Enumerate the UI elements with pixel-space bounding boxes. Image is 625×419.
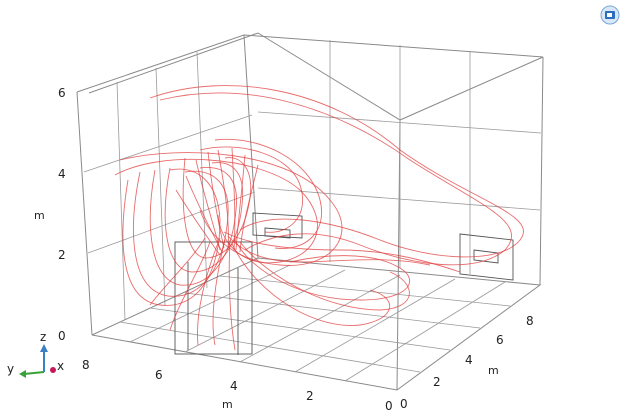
triad-x-label: x: [57, 359, 64, 373]
view-icon: [600, 5, 620, 25]
x-tick: 4: [230, 379, 238, 393]
z-tick: 0: [58, 329, 66, 343]
room-geometry: [174, 212, 514, 355]
x-tick: 6: [155, 368, 163, 382]
x-axis: 8 6 4 2 0 m: [82, 358, 393, 413]
y-axis-label: m: [488, 364, 499, 377]
z-axis: 6 4 2 0 m: [34, 86, 66, 343]
y-tick: 8: [526, 314, 534, 328]
streamlines: [114, 85, 524, 351]
y-tick: 4: [465, 353, 473, 367]
y-axis: 0 2 4 6 8 m: [400, 314, 534, 411]
y-tick: 0: [400, 397, 408, 411]
triad-y-label: y: [7, 362, 14, 376]
y-tick: 6: [496, 333, 504, 347]
triad-z-label: z: [40, 330, 46, 344]
plot-frame: [76, 32, 544, 391]
x-tick: 8: [82, 358, 90, 372]
z-tick: 4: [58, 167, 66, 181]
z-tick: 2: [58, 248, 66, 262]
y-tick: 2: [433, 375, 441, 389]
orientation-triad: z y x: [7, 330, 64, 378]
z-tick: 6: [58, 86, 66, 100]
x-tick: 2: [306, 389, 314, 403]
z-axis-label: m: [34, 209, 45, 222]
x-tick: 0: [385, 399, 393, 413]
x-axis-label: m: [222, 398, 233, 411]
view-settings-button[interactable]: [600, 5, 620, 25]
